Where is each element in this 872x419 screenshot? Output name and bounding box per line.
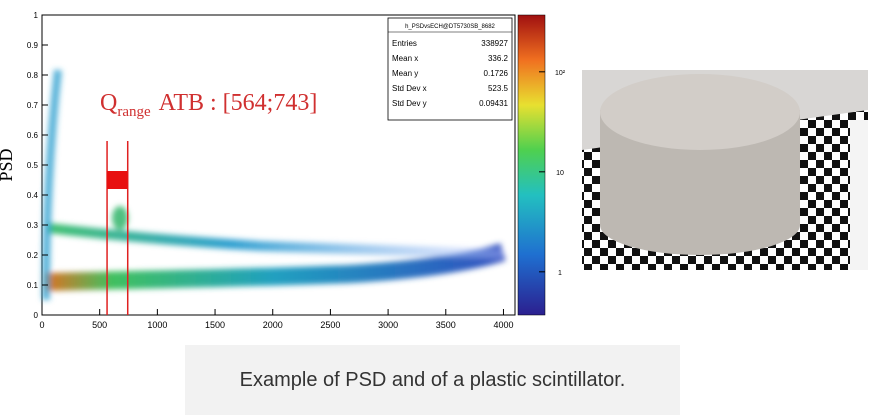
photo — [582, 70, 868, 270]
annotation-text: ATB : [564;743] — [159, 90, 318, 116]
x-tick-label: 3000 — [378, 320, 398, 330]
x-tick-label: 1000 — [147, 320, 167, 330]
density-blob — [112, 206, 128, 230]
y-tick-label: 0.8 — [27, 71, 39, 80]
y-tick-label: 0.2 — [27, 251, 39, 260]
stats-value: 0.1726 — [484, 69, 509, 78]
x-tick-label: 4000 — [493, 320, 513, 330]
colorbar-tick-label: 1 — [558, 270, 562, 277]
stats-label: Std Dev x — [392, 84, 427, 93]
caption: Example of PSD and of a plastic scintill… — [185, 345, 680, 415]
x-tick-label: 3500 — [436, 320, 456, 330]
stats-value: 523.5 — [488, 84, 509, 93]
colorbar — [517, 14, 546, 316]
y-tick-label: 0.9 — [27, 41, 39, 50]
x-tick-label: 0 — [39, 320, 44, 330]
y-tick-label: 0.1 — [27, 281, 39, 290]
y-tick-label: 0.3 — [27, 221, 39, 230]
density-band — [43, 243, 506, 291]
colorbar-tick-label: 10 — [556, 170, 564, 177]
stats-label: Entries — [392, 39, 417, 48]
colorbar-tick-label: 10² — [555, 70, 566, 77]
density-sketch — [42, 69, 506, 301]
stats-box: h_PSDvsECH@DT5730SB_8682 Entries 338927 Mea… — [387, 17, 513, 121]
y-tick-label: 0.7 — [27, 101, 39, 110]
annotation-symbol: Q — [100, 90, 117, 116]
y-tick-label: 0.6 — [27, 131, 39, 140]
x-tick-label: 2500 — [320, 320, 340, 330]
y-tick-label: 0.4 — [27, 191, 39, 200]
y-tick-label: 0.5 — [27, 161, 39, 170]
x-tick-label: 2000 — [263, 320, 283, 330]
range-box — [107, 171, 128, 189]
stats-label: Mean y — [392, 69, 418, 78]
y-tick-label: 0 — [34, 311, 39, 320]
stats-value: 336.2 — [488, 54, 509, 63]
stats-value: 338927 — [481, 39, 508, 48]
x-tick-label: 1500 — [205, 320, 225, 330]
stats-label: Mean x — [392, 54, 418, 63]
annotation-subscript: range — [117, 104, 151, 120]
x-tick-label: 500 — [92, 320, 107, 330]
stats-label: Std Dev y — [392, 99, 427, 108]
density-band — [42, 69, 62, 301]
stats-frame — [387, 17, 513, 121]
y-tick-label: 1 — [34, 11, 39, 20]
stats-value: 0.09431 — [479, 99, 508, 108]
y-axis-label: PSD — [0, 148, 16, 181]
annotation: Qrange ATB : [564;743] — [100, 90, 317, 120]
density-band — [47, 223, 504, 259]
stats-title: h_PSDvsECH@DT5730SB_8682 — [405, 24, 495, 30]
chart: PSD Qrange ATB : [564;743] 0 500 1000 1500 20… — [0, 11, 868, 330]
